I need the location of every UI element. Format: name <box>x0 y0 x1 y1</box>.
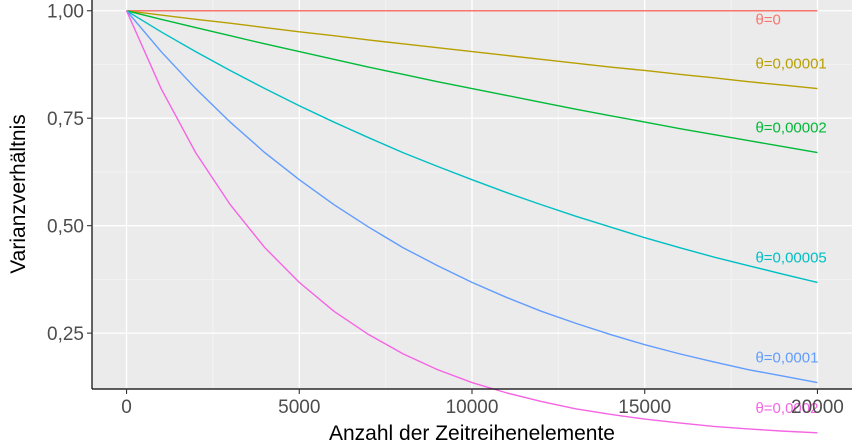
x-tick-label: 20000 <box>791 397 844 418</box>
series-line <box>126 10 818 284</box>
x-tick-label: 5000 <box>278 397 320 418</box>
series-line <box>126 10 818 90</box>
series-label: θ=0,0002 <box>755 400 818 417</box>
y-axis-ticks: 0,25 0,50 0,75 1,00 <box>47 2 92 345</box>
series-label: θ=0,00001 <box>755 56 826 73</box>
series-lines <box>125 10 818 434</box>
y-axis-title: Varianzverhältnis <box>7 114 30 274</box>
x-axis-ticks: 0 5000 10000 15000 20000 <box>121 389 844 418</box>
x-tick-label: 0 <box>121 397 132 418</box>
series-line <box>126 10 818 154</box>
series-label: θ=0 <box>755 12 780 29</box>
x-tick-label: 10000 <box>446 397 499 418</box>
series-line <box>125 10 818 434</box>
series-label: θ=0,0001 <box>755 350 818 367</box>
series-label: θ=0,00002 <box>755 120 826 137</box>
y-tick-label: 0,25 <box>47 324 84 345</box>
y-tick-label: 1,00 <box>47 2 84 23</box>
series-labels: θ=0 θ=0,00001 θ=0,00002 θ=0,00005 θ=0,0001 θ=… <box>755 12 826 417</box>
y-tick-label: 0,50 <box>47 217 84 238</box>
x-axis-title: Anzahl der Zeitreihenelemente <box>329 422 615 445</box>
x-tick-label: 15000 <box>618 397 671 418</box>
y-tick-label: 0,75 <box>47 109 84 130</box>
series-line <box>126 10 818 384</box>
series-label: θ=0,00005 <box>755 249 826 266</box>
